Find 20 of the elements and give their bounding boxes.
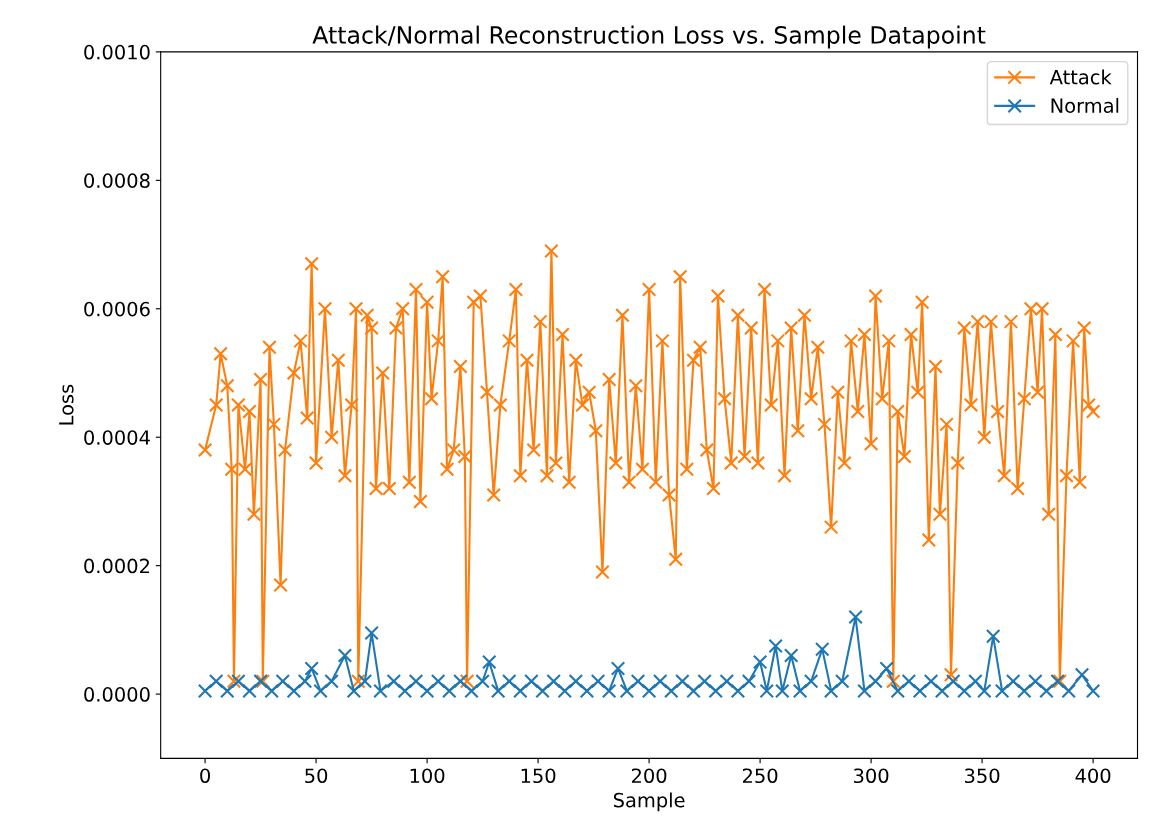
- y-tick-label: 0.0000: [84, 687, 150, 702]
- legend-label: Normal: [1051, 97, 1119, 113]
- y-tick-label: 0.0002: [84, 558, 150, 574]
- x-tick-label: 400: [1075, 768, 1111, 784]
- chart-title: Attack/Normal Reconstruction Loss vs. Sample Datapoint: [312, 25, 986, 49]
- x-tick-label: 0: [200, 768, 210, 784]
- x-tick-label: 100: [410, 768, 445, 784]
- x-tick-label: 300: [854, 768, 889, 784]
- y-tick-label: 0.0008: [84, 173, 150, 188]
- x-tick-label: 50: [305, 768, 328, 784]
- x-tick-label: 200: [631, 768, 667, 784]
- y-axis-title: Loss: [59, 384, 74, 425]
- y-tick-label: 0.0010: [84, 44, 150, 60]
- y-tick-label: 0.0004: [84, 430, 150, 445]
- y-tick-label: 0.0006: [84, 301, 150, 317]
- x-tick-label: 150: [521, 768, 556, 784]
- legend-label: Attack: [1049, 69, 1112, 85]
- x-tick-label: 250: [742, 768, 778, 784]
- x-tick-label: 350: [965, 768, 1000, 784]
- x-axis-title: Sample: [613, 792, 685, 812]
